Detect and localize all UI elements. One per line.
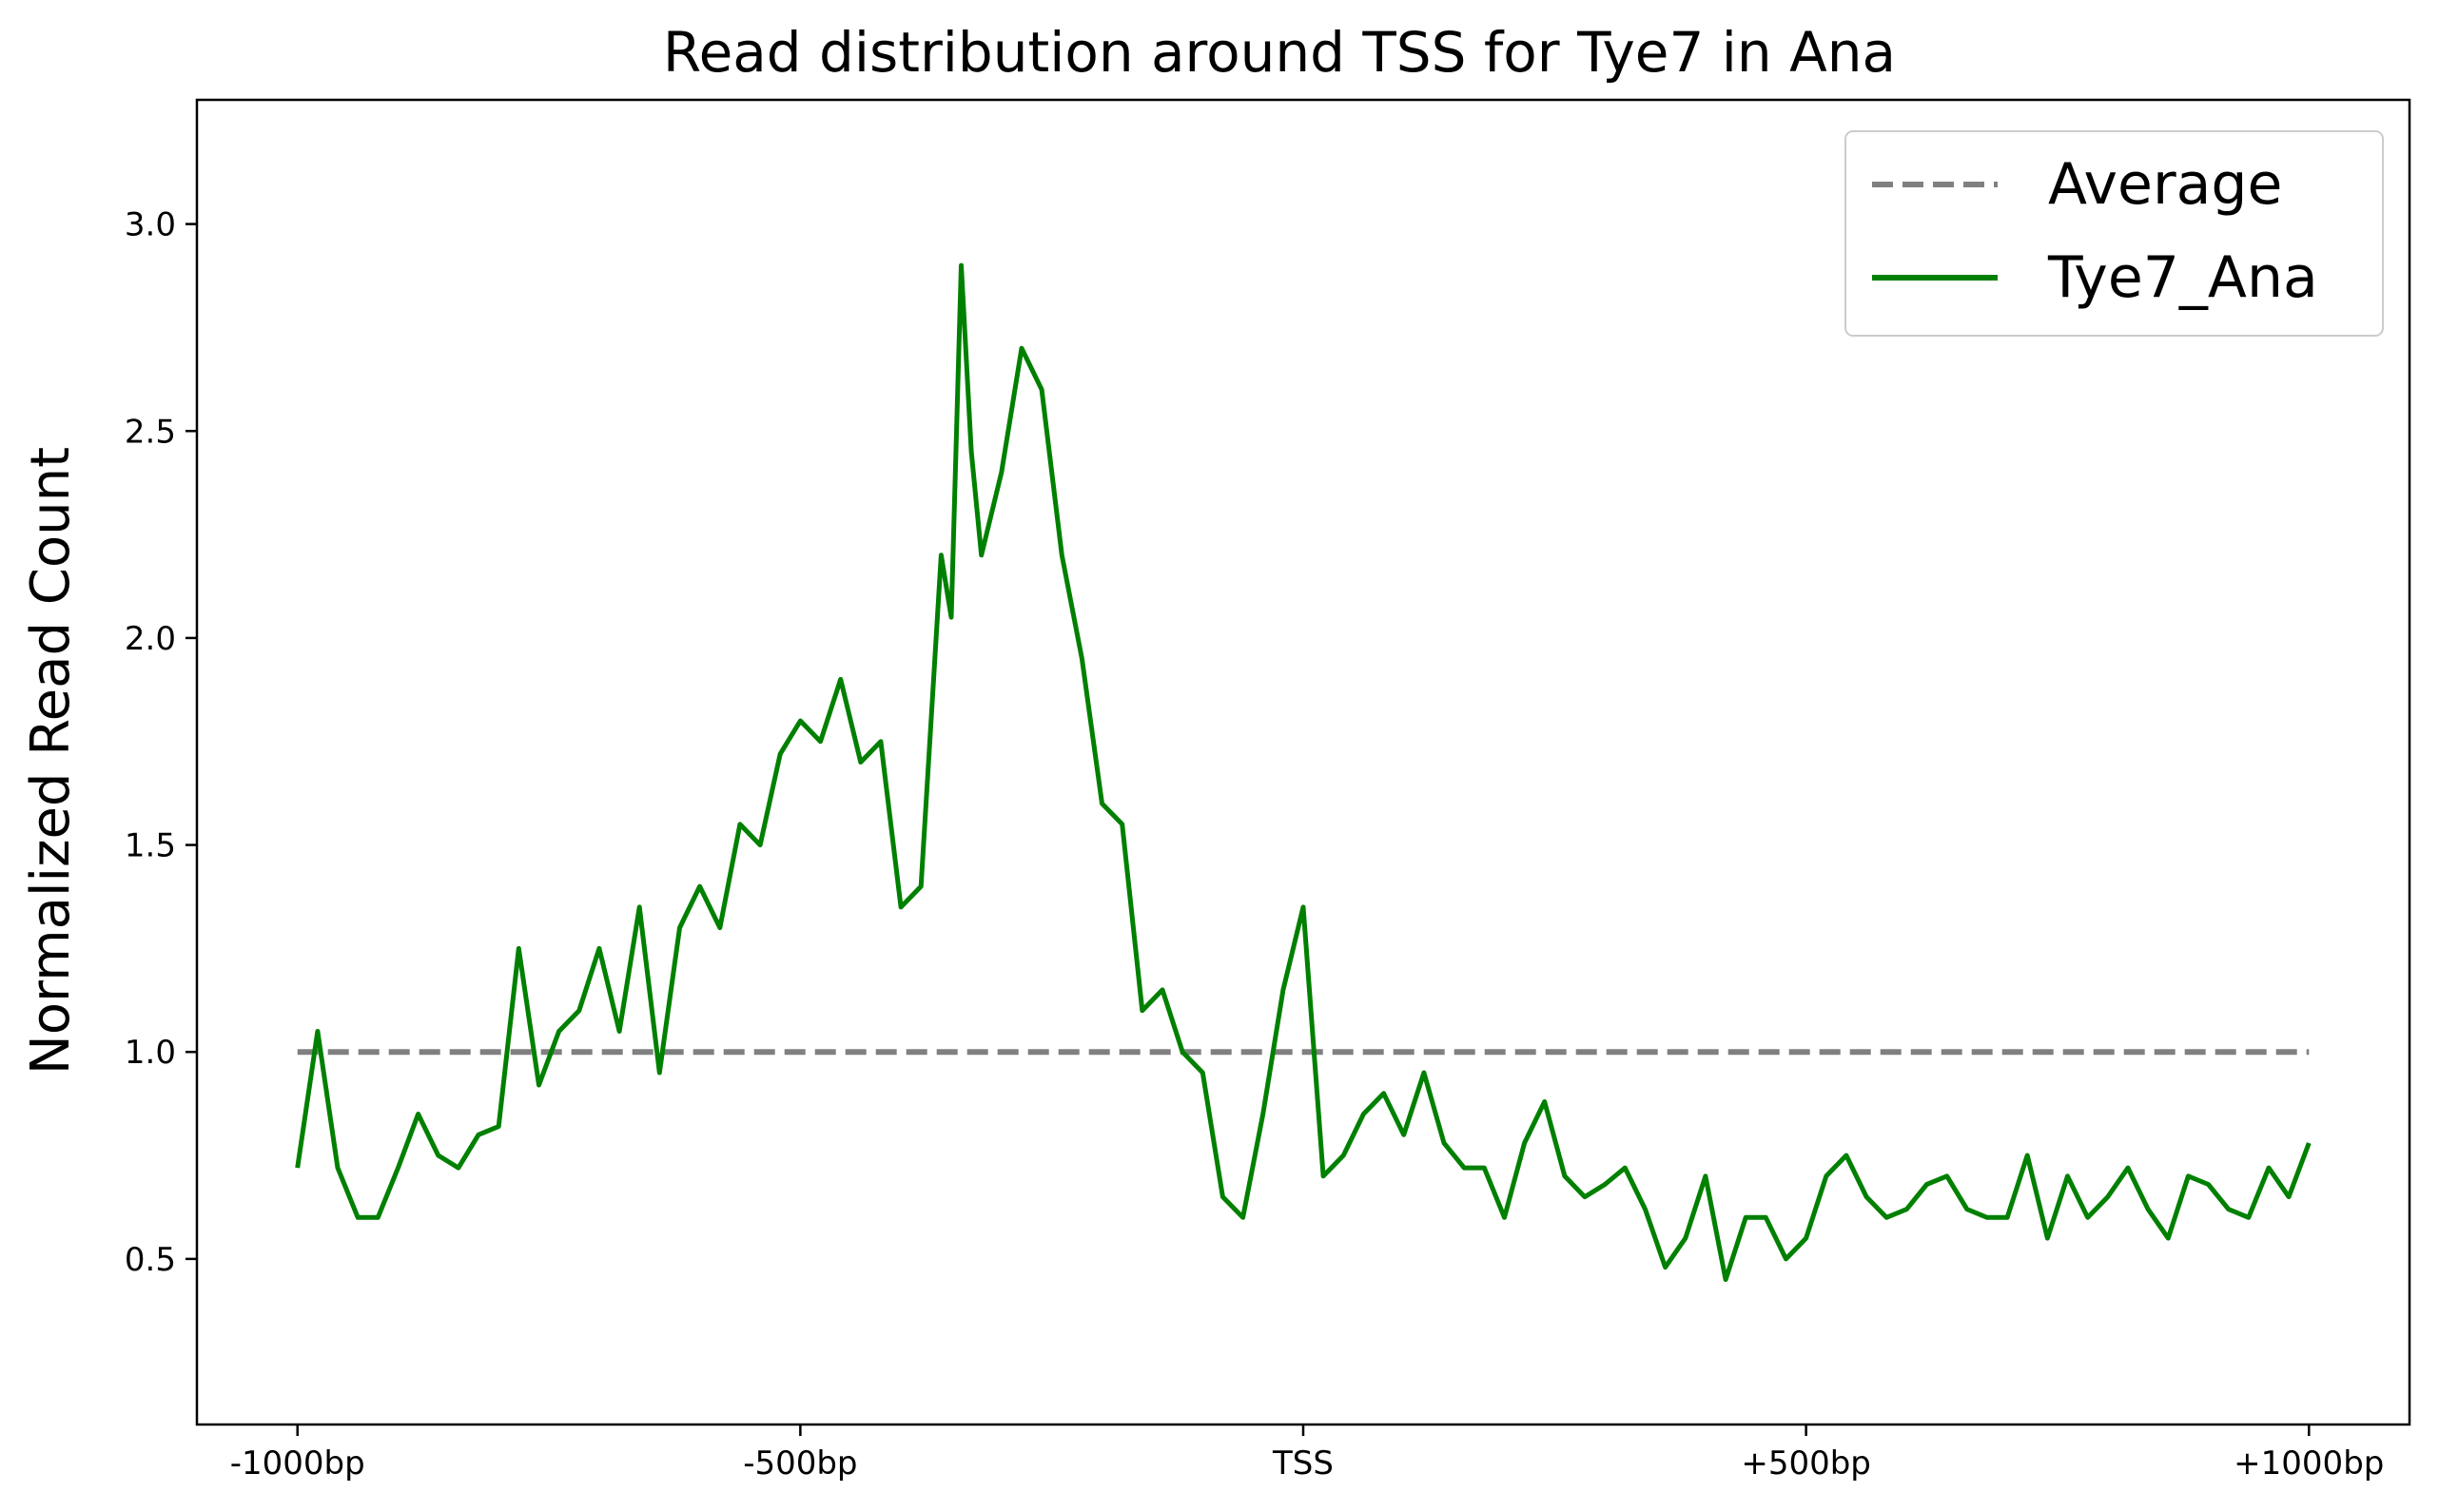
x-tick-label: +1000bp [2234, 1444, 2384, 1483]
y-tick-label: 2.5 [125, 413, 176, 451]
y-axis-label: Normalized Read Count [20, 447, 82, 1075]
x-tick-label: TSS [1272, 1444, 1334, 1483]
y-tick-label: 0.5 [125, 1241, 176, 1279]
series-line-tye7-ana [295, 262, 2312, 1283]
legend-label-average: Average [2048, 151, 2282, 218]
y-tick-label: 1.0 [125, 1034, 176, 1072]
chart-title: Read distribution around TSS for Tye7 in… [663, 20, 1896, 85]
axis-ticks: -1000bp -500bp TSS +500bp +1000bp 0.5 1.0 1.5 2.… [125, 206, 2384, 1483]
x-tick-label: -1000bp [230, 1444, 365, 1483]
y-tick-label: 3.0 [125, 206, 176, 244]
legend: Average Tye7_Ana [1844, 130, 2384, 337]
y-tick-label: 2.0 [125, 620, 176, 658]
x-tick-label: +500bp [1741, 1444, 1871, 1483]
plot-area [295, 262, 2312, 1283]
plot-frame [195, 98, 2411, 1426]
legend-label-tye7-ana: Tye7_Ana [2047, 244, 2318, 311]
x-tick-label: -500bp [743, 1444, 857, 1483]
y-tick-label: 1.5 [125, 827, 176, 865]
